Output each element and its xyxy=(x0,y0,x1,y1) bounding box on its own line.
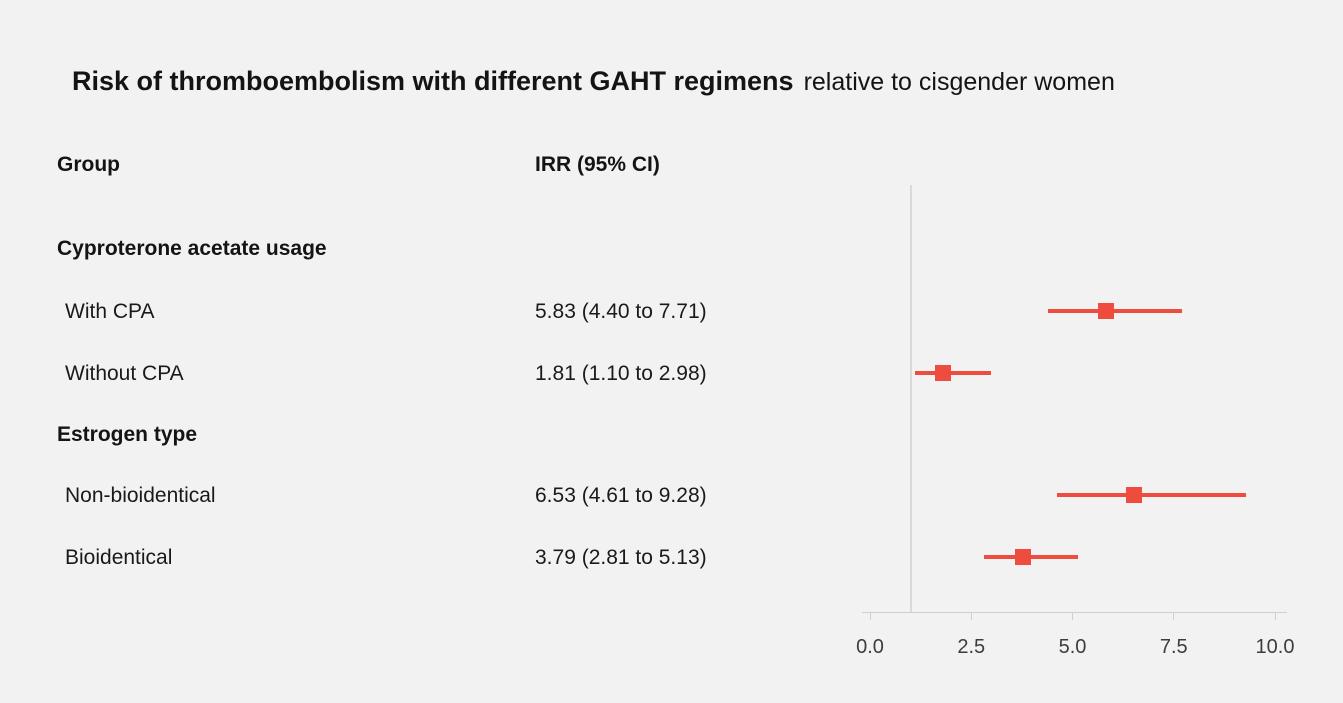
point-estimate-marker xyxy=(1015,549,1032,565)
row-irr-value: 5.83 (4.40 to 7.71) xyxy=(535,300,707,323)
row-label: Non-bioidentical xyxy=(65,484,216,507)
row-label: Bioidentical xyxy=(65,546,173,569)
x-axis-tick xyxy=(869,612,871,620)
row-label: Without CPA xyxy=(65,362,184,385)
x-axis-tick xyxy=(1072,612,1073,620)
x-axis-tick xyxy=(1274,612,1276,620)
x-axis-tick-label: 2.5 xyxy=(957,636,986,658)
group-label: Cyproterone acetate usage xyxy=(57,237,327,260)
confidence-interval-line xyxy=(1056,493,1246,497)
x-axis-tick-label: 7.5 xyxy=(1159,636,1188,658)
x-axis-tick-label: 0.0 xyxy=(856,636,884,658)
figure-title-suffix: relative to cisgender women xyxy=(803,68,1115,96)
confidence-interval-line xyxy=(1048,309,1183,313)
point-estimate-marker xyxy=(935,365,952,381)
figure-title-main: Risk of thromboembolism with different G… xyxy=(72,66,794,96)
row-irr-value: 1.81 (1.10 to 2.98) xyxy=(535,362,707,385)
point-estimate-marker xyxy=(1126,487,1143,503)
x-axis-tick-label: 5.0 xyxy=(1058,636,1087,658)
row-irr-value: 6.53 (4.61 to 9.28) xyxy=(535,484,707,507)
x-axis-tick xyxy=(1173,612,1175,620)
row-label: With CPA xyxy=(65,300,155,323)
x-axis-tick-label: 10.0 xyxy=(1255,636,1295,658)
row-irr-value: 3.79 (2.81 to 5.13) xyxy=(535,546,707,569)
column-header-group: Group xyxy=(57,153,120,176)
column-header-irr: IRR (95% CI) xyxy=(535,153,660,176)
x-axis-line xyxy=(862,612,1287,613)
x-axis-tick xyxy=(970,612,972,620)
group-label: Estrogen type xyxy=(57,423,198,446)
reference-line xyxy=(909,185,912,612)
point-estimate-marker xyxy=(1098,303,1115,319)
figure-title: Risk of thromboembolism with different G… xyxy=(72,66,1115,97)
confidence-interval-line xyxy=(914,371,991,375)
